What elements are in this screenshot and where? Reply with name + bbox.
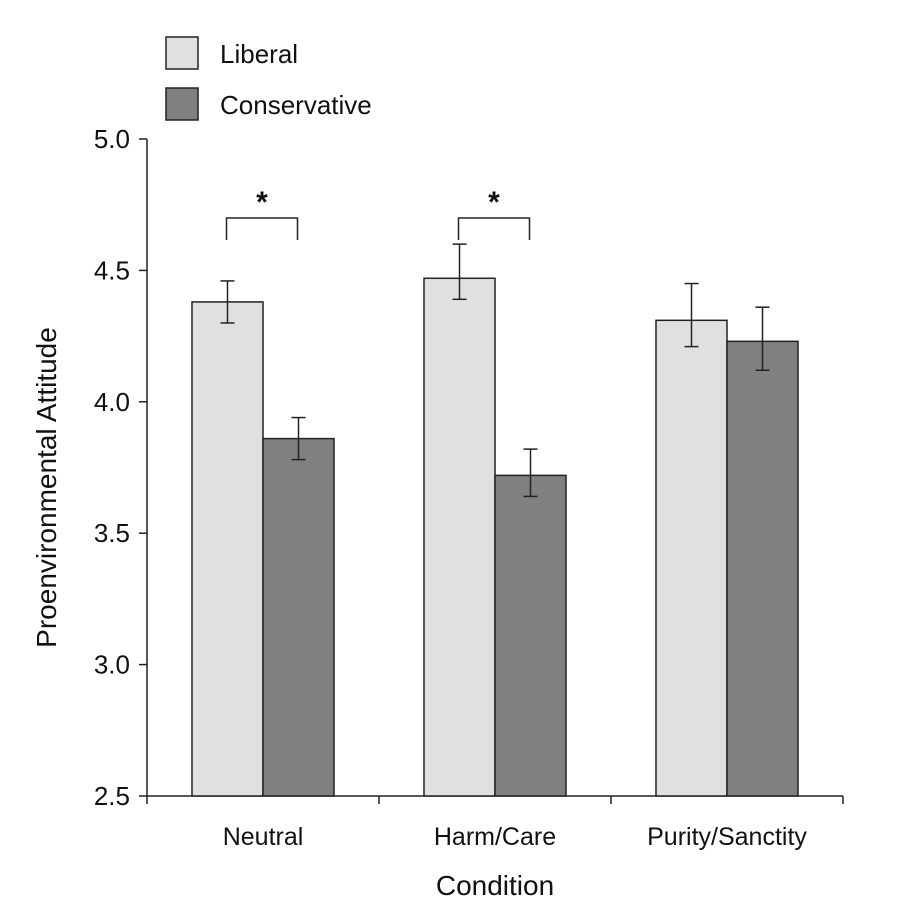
y-tick-label: 5.0: [94, 124, 130, 154]
bars: [191, 277, 799, 797]
x-tick-label: Harm/Care: [434, 823, 556, 851]
significance-markers: * *: [225, 186, 531, 240]
x-tick-label: Purity/Sanctity: [647, 823, 807, 851]
bar-conservative-3: [726, 340, 799, 797]
y-tick-label: 4.0: [94, 387, 130, 417]
bar-liberal-1: [191, 301, 264, 797]
bar-liberal-2: [423, 277, 496, 797]
error-bar: [523, 448, 538, 498]
significance-bracket: [457, 217, 531, 240]
significance-star: *: [488, 186, 500, 219]
y-axis-title: Proenvironmental Attitude: [31, 327, 62, 648]
y-axis: 2.5 3.0 3.5 4.0 4.5 5.0: [94, 124, 148, 811]
legend-label-conservative: Conservative: [220, 90, 372, 120]
bar-conservative-1: [262, 437, 335, 797]
error-bar: [220, 280, 235, 324]
legend-label-liberal: Liberal: [220, 39, 298, 69]
significance-bracket: [225, 217, 299, 240]
x-tick-label: Neutral: [223, 823, 304, 851]
error-bar: [755, 306, 770, 372]
error-bar: [291, 416, 306, 461]
bar-conservative-2: [494, 474, 567, 797]
y-tick-label: 4.5: [94, 255, 130, 285]
bar-liberal-3: [655, 319, 728, 797]
error-bars: [220, 243, 770, 498]
y-tick-label: 2.5: [94, 781, 130, 811]
error-bar: [452, 243, 467, 301]
error-bar: [684, 282, 699, 348]
y-tick-label: 3.0: [94, 650, 130, 680]
x-axis-title: Condition: [436, 870, 554, 901]
significance-star: *: [256, 186, 268, 219]
x-axis: Neutral Harm/Care Purity/Sanctity: [146, 795, 844, 851]
legend: Liberal Conservative: [165, 36, 372, 121]
legend-swatch-conservative: [165, 87, 199, 121]
legend-swatch-liberal: [165, 36, 199, 70]
y-tick-label: 3.5: [94, 518, 130, 548]
